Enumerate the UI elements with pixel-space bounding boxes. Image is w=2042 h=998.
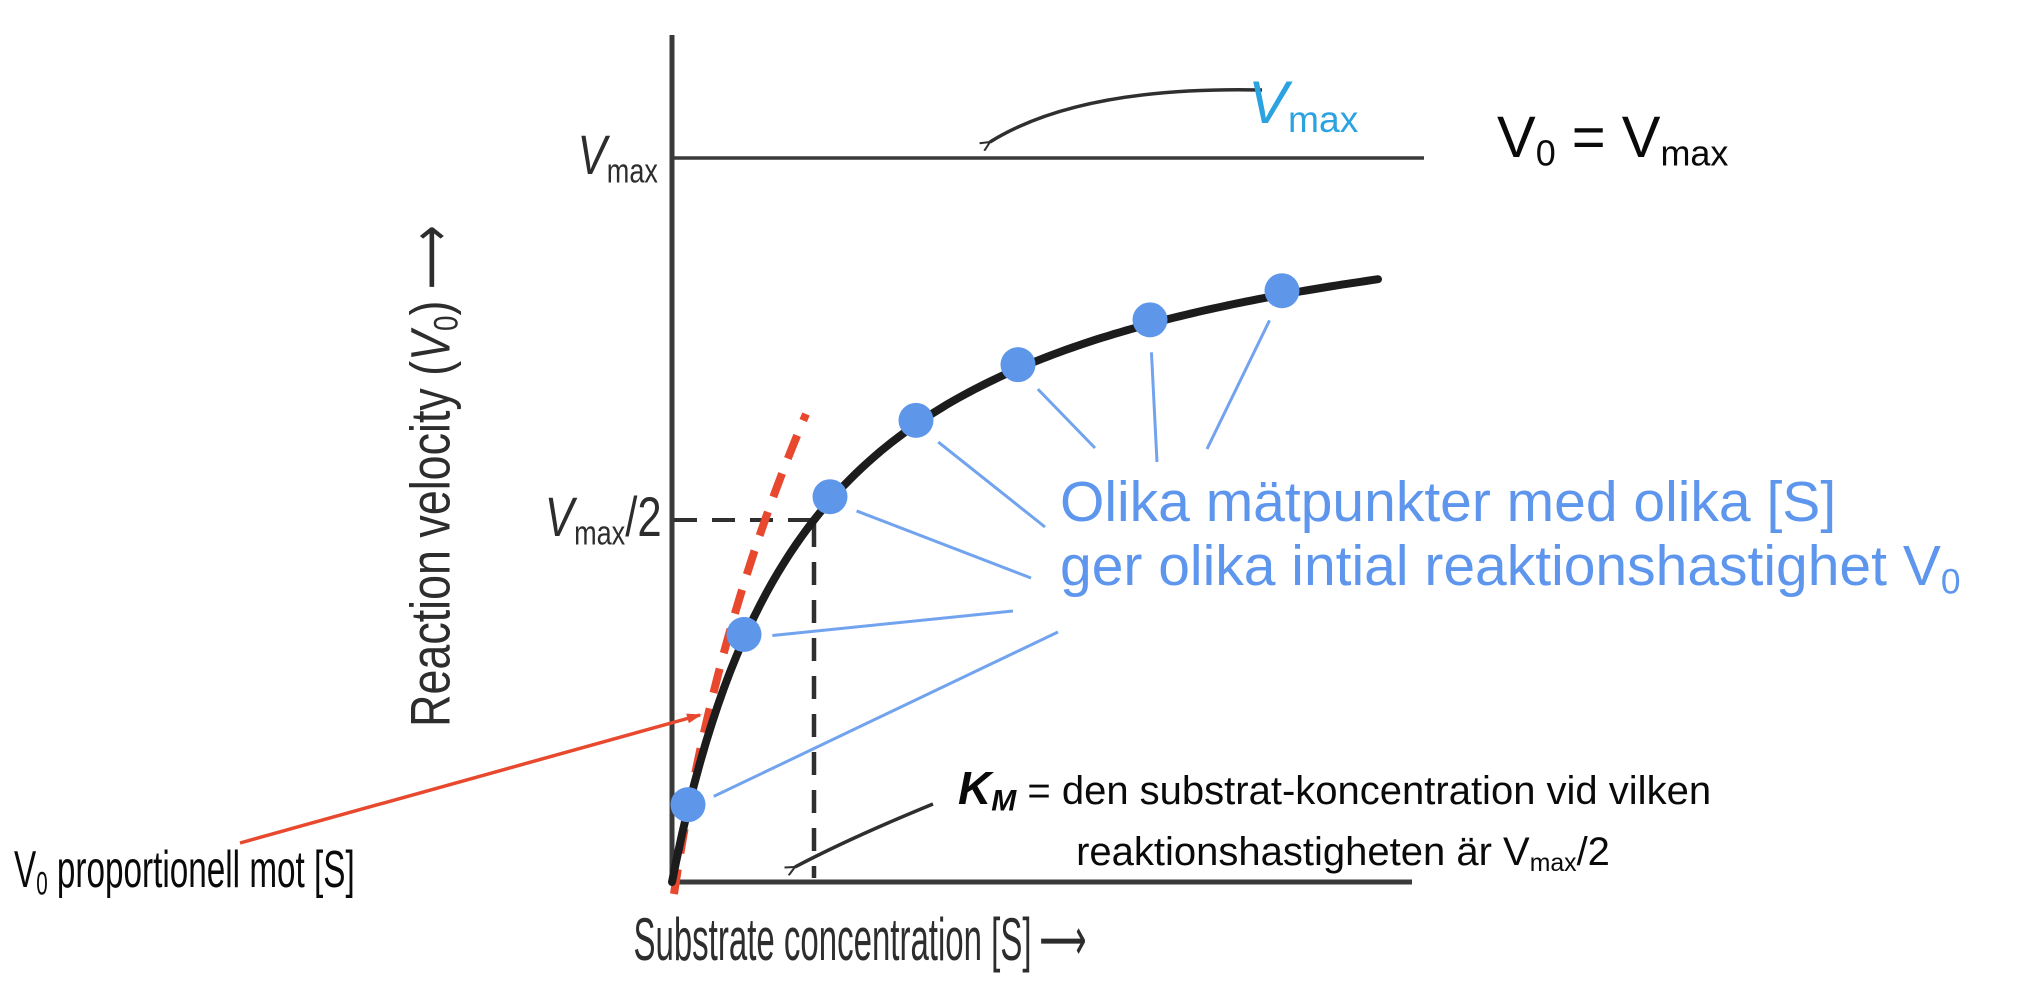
- callout-line: [772, 609, 1014, 638]
- data-point: [670, 787, 706, 823]
- y-axis-label: Reaction velocity (V0)⟶: [398, 225, 466, 727]
- data-point: [898, 402, 934, 438]
- v0-proportional-note: V0 proportionell mot [S]: [14, 841, 355, 902]
- proportional-region-arrow: [239, 713, 702, 845]
- measurement-points-note-line2: ger olika intial reaktionshastighet V0: [1060, 534, 1961, 602]
- vmax-callout-label: Vmax: [1248, 69, 1359, 140]
- km-definition-note: KM = den substrat-koncentration vid vilk…: [958, 763, 1728, 889]
- callout-line: [1205, 319, 1271, 450]
- initial-slope-dashed-tangent: [670, 412, 810, 895]
- callout-line: [937, 440, 1046, 529]
- callout-line: [1036, 388, 1097, 450]
- data-point: [726, 616, 762, 652]
- vmax-half-tick-label: Vmax/2: [545, 484, 662, 553]
- y-axis-arrow-icon: ⟶: [398, 225, 464, 290]
- km-pointer-arrow: [795, 802, 934, 867]
- callout-line: [856, 509, 1032, 580]
- callout-line: [713, 630, 1059, 798]
- data-point: [812, 479, 848, 515]
- km-definition-line2: reaktionshastigheten är Vmax/2: [1076, 829, 1610, 877]
- km-definition-line1: KM = den substrat-koncentration vid vilk…: [958, 762, 1712, 818]
- data-point: [1132, 302, 1168, 338]
- x-axis-arrow-icon: ⟶: [1039, 905, 1087, 975]
- v0-equals-vmax-label: V0 = Vmax: [1497, 105, 1729, 174]
- data-point: [1000, 347, 1036, 383]
- measurement-points-note: Olika mätpunkter med olika [S] ger olika…: [1060, 470, 1961, 614]
- measurement-points-note-line1: Olika mätpunkter med olika [S]: [1060, 470, 1837, 534]
- x-axis-label: Substrate concentration [S] ⟶: [633, 905, 1087, 975]
- vmax-tick-label: Vmax: [577, 122, 658, 191]
- data-point: [1264, 273, 1300, 309]
- vmax-callout-arrow: [990, 87, 1263, 142]
- callout-line: [1149, 352, 1159, 463]
